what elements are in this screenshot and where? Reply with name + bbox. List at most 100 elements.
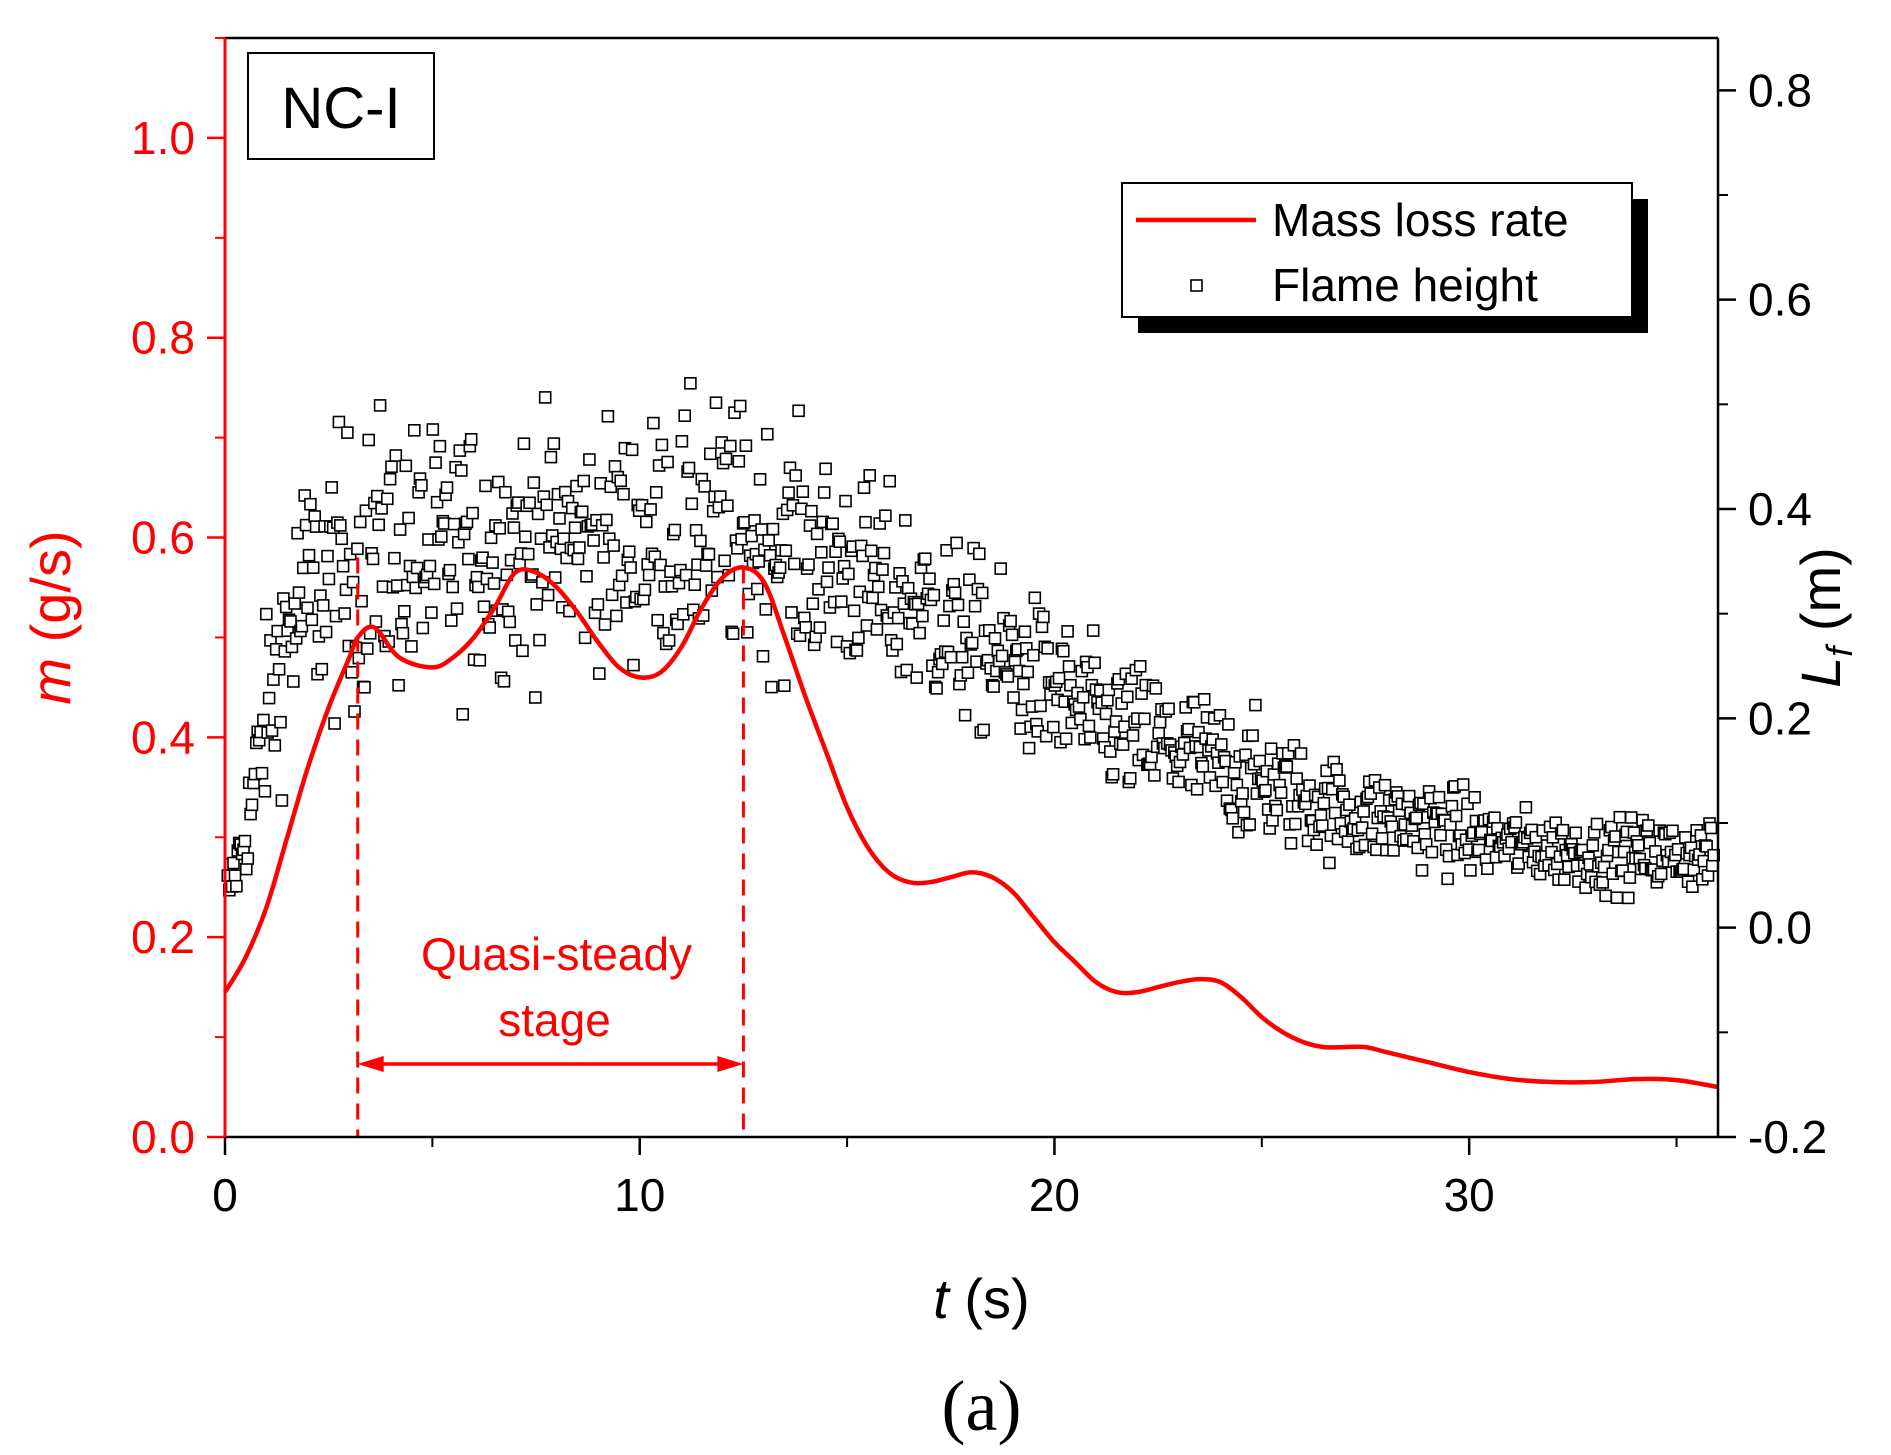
flame-height-point (819, 462, 832, 476)
flame-height-point (699, 559, 713, 572)
y-right-tick-label: 0.0 (1748, 902, 1812, 954)
flame-height-point (427, 577, 441, 591)
flame-height-point (477, 600, 491, 614)
flame-height-point (479, 479, 492, 493)
x-tick-label: 30 (1444, 1169, 1495, 1221)
flame-height-point (944, 650, 958, 664)
flame-height-point (883, 474, 897, 488)
legend-flame-swatch (1190, 279, 1203, 292)
flame-height-point (675, 434, 689, 448)
flame-height-point (1314, 809, 1328, 822)
flame-height-point (923, 572, 936, 586)
flame-height-point (1432, 790, 1446, 804)
flame-height-point (319, 625, 333, 639)
flame-height-point (1289, 817, 1302, 831)
flame-height-point (703, 447, 717, 461)
flame-height-point (655, 438, 669, 452)
flame-height-point (624, 561, 637, 574)
flame-height-point (531, 507, 545, 521)
flame-height-point (702, 547, 716, 561)
flame-height-point (358, 680, 371, 694)
flame-height-point (259, 607, 273, 621)
flame-height-point (958, 708, 972, 722)
flame-height-point (600, 513, 613, 527)
flame-height-point (662, 634, 676, 647)
flame-height-point (268, 739, 282, 752)
flame-height-point (359, 504, 373, 518)
flame-height-point (241, 852, 255, 865)
flame-height-point (759, 603, 773, 616)
flame-height-point (755, 523, 768, 536)
flame-height-point (523, 496, 536, 510)
flame-height-point (304, 497, 317, 511)
flame-height-point (1116, 738, 1130, 751)
flame-height-point (274, 715, 287, 729)
flame-height-point (1599, 889, 1612, 903)
flame-height-point (806, 597, 820, 611)
flame-height-point (1425, 845, 1439, 859)
flame-height-point (799, 620, 813, 634)
flame-height-point (1246, 729, 1259, 742)
flame-height-series (221, 376, 1720, 905)
flame-height-point (353, 515, 367, 529)
flame-height-point (392, 678, 405, 692)
flame-height-point (901, 581, 915, 595)
flame-height-point (517, 437, 531, 451)
flame-height-point (1330, 762, 1343, 776)
flame-height-point (486, 556, 499, 569)
flame-height-point (810, 527, 824, 541)
flame-height-point (1149, 682, 1163, 695)
panel-label: (a) (942, 1366, 1022, 1446)
flame-height-point (1456, 778, 1470, 791)
x-tick-label: 20 (1029, 1169, 1080, 1221)
flame-height-point (257, 713, 270, 727)
flame-height-point (607, 539, 620, 552)
flame-height-point (1700, 840, 1713, 853)
flame-height-point (972, 547, 986, 561)
flame-height-point (440, 481, 454, 494)
flame-height-point (638, 583, 652, 597)
x-tick-label: 10 (614, 1169, 665, 1221)
flame-height-point (1222, 718, 1235, 731)
flame-height-point (1005, 628, 1019, 642)
flame-height-point (429, 456, 442, 469)
flame-height-point (965, 636, 979, 650)
flame-height-point (1102, 683, 1116, 697)
flame-height-point (1509, 816, 1523, 829)
flame-height-point (802, 558, 815, 571)
flame-height-point (328, 717, 341, 730)
flame-height-point (814, 545, 828, 559)
flame-height-point (265, 724, 279, 737)
flame-height-point (726, 627, 740, 641)
flame-height-point (388, 551, 401, 565)
annotation-text-line1: Quasi-steady (421, 928, 692, 980)
flame-height-point (1464, 864, 1477, 877)
flame-height-point (1197, 692, 1211, 706)
flame-height-point (1461, 797, 1474, 811)
flame-height-point (1328, 806, 1342, 820)
flame-height-point (383, 472, 397, 486)
flame-height-point (1047, 720, 1060, 734)
flame-height-point (1215, 738, 1228, 751)
flame-height-point (1001, 670, 1015, 683)
flame-height-point (1488, 811, 1501, 825)
flame-height-point (598, 618, 612, 631)
flame-height-point (471, 580, 485, 594)
flame-height-point (1512, 857, 1525, 870)
flame-height-point (464, 432, 478, 446)
flame-height-point (580, 569, 593, 583)
flame-height-point (688, 578, 702, 592)
flame-height-point (614, 474, 628, 488)
flame-height-point (316, 599, 330, 612)
flame-height-point (1196, 760, 1210, 773)
flame-height-point (813, 621, 827, 634)
flame-height-point (415, 478, 428, 492)
flame-height-point (608, 460, 622, 473)
flame-height-point (900, 663, 914, 677)
flame-height-point (335, 532, 349, 546)
flame-height-point (425, 606, 438, 619)
flame-height-point (1084, 731, 1097, 744)
flame-height-point (762, 534, 776, 547)
flame-height-point (1017, 677, 1030, 691)
